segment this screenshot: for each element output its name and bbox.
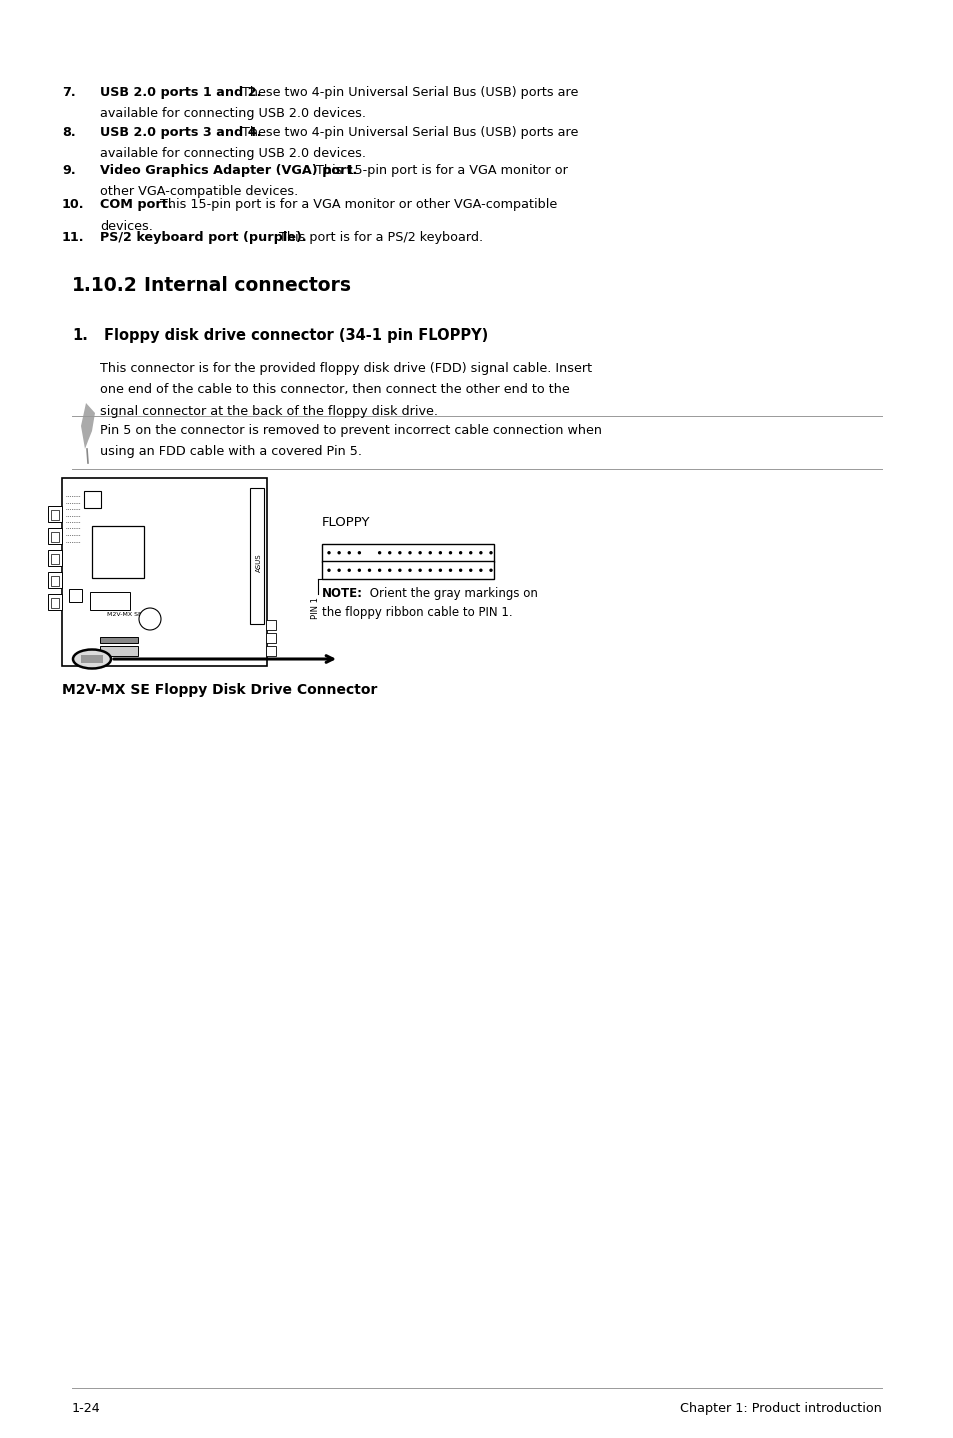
Circle shape — [459, 569, 461, 571]
Circle shape — [328, 552, 330, 554]
Bar — [322, 544, 494, 561]
Bar — [51, 577, 59, 587]
Text: available for connecting USB 2.0 devices.: available for connecting USB 2.0 devices… — [100, 108, 366, 121]
Circle shape — [337, 569, 340, 571]
Bar — [266, 633, 275, 643]
Text: FLOPPY: FLOPPY — [322, 516, 370, 529]
Circle shape — [358, 569, 360, 571]
Circle shape — [388, 552, 391, 554]
Text: Floppy disk drive connector (34-1 pin FLOPPY): Floppy disk drive connector (34-1 pin FL… — [104, 328, 488, 344]
Circle shape — [429, 552, 431, 554]
Circle shape — [358, 552, 360, 554]
Circle shape — [479, 552, 481, 554]
Text: signal connector at the back of the floppy disk drive.: signal connector at the back of the flop… — [100, 406, 437, 418]
Text: M2V-MX SE Floppy Disk Drive Connector: M2V-MX SE Floppy Disk Drive Connector — [62, 683, 377, 697]
Text: other VGA-compatible devices.: other VGA-compatible devices. — [100, 186, 298, 198]
Circle shape — [459, 552, 461, 554]
Bar — [91, 526, 144, 578]
Text: Video Graphics Adapter (VGA) port.: Video Graphics Adapter (VGA) port. — [100, 164, 356, 177]
Circle shape — [429, 569, 431, 571]
Circle shape — [378, 569, 380, 571]
Circle shape — [348, 569, 350, 571]
Circle shape — [439, 569, 441, 571]
Text: COM port.: COM port. — [100, 198, 172, 211]
Polygon shape — [81, 403, 95, 449]
Text: PS/2 keyboard port (purple).: PS/2 keyboard port (purple). — [100, 232, 306, 244]
Circle shape — [139, 608, 161, 630]
Circle shape — [378, 552, 380, 554]
Text: one end of the cable to this connector, then connect the other end to the: one end of the cable to this connector, … — [100, 384, 569, 397]
Bar — [48, 549, 62, 567]
Bar — [266, 620, 275, 630]
Text: This port is for a PS/2 keyboard.: This port is for a PS/2 keyboard. — [274, 232, 482, 244]
Text: M2V-MX SE: M2V-MX SE — [107, 611, 141, 617]
Circle shape — [388, 569, 391, 571]
Text: Orient the gray markings on: Orient the gray markings on — [366, 587, 537, 600]
Text: USB 2.0 ports 1 and 2.: USB 2.0 ports 1 and 2. — [100, 86, 261, 99]
Bar — [100, 646, 138, 656]
Text: using an FDD cable with a covered Pin 5.: using an FDD cable with a covered Pin 5. — [100, 446, 361, 459]
Bar — [48, 506, 62, 522]
Text: These two 4-pin Universal Serial Bus (USB) ports are: These two 4-pin Universal Serial Bus (US… — [237, 127, 578, 139]
Text: USB 2.0 ports 3 and 4.: USB 2.0 ports 3 and 4. — [100, 127, 261, 139]
Circle shape — [398, 569, 400, 571]
Text: 1.: 1. — [71, 328, 88, 344]
Text: Pin 5 on the connector is removed to prevent incorrect cable connection when: Pin 5 on the connector is removed to pre… — [100, 424, 601, 437]
Text: 8.: 8. — [62, 127, 75, 139]
Text: 1-24: 1-24 — [71, 1402, 101, 1415]
Ellipse shape — [73, 650, 111, 669]
Circle shape — [439, 552, 441, 554]
Bar — [62, 477, 267, 666]
Circle shape — [490, 552, 492, 554]
Circle shape — [348, 552, 350, 554]
Circle shape — [368, 569, 370, 571]
Text: devices.: devices. — [100, 220, 152, 233]
Text: ASUS: ASUS — [255, 554, 261, 572]
Bar — [266, 646, 275, 656]
Text: 7.: 7. — [62, 86, 75, 99]
Bar — [51, 532, 59, 542]
Circle shape — [490, 569, 492, 571]
Bar — [48, 528, 62, 544]
Circle shape — [469, 569, 471, 571]
Circle shape — [479, 569, 481, 571]
Text: Chapter 1: Product introduction: Chapter 1: Product introduction — [679, 1402, 882, 1415]
Text: the floppy ribbon cable to PIN 1.: the floppy ribbon cable to PIN 1. — [322, 607, 512, 620]
Bar — [84, 490, 101, 508]
Text: Internal connectors: Internal connectors — [144, 276, 351, 295]
Bar — [51, 554, 59, 564]
Bar — [51, 510, 59, 521]
Circle shape — [328, 569, 330, 571]
Circle shape — [398, 552, 400, 554]
Bar — [100, 637, 138, 643]
Circle shape — [449, 569, 451, 571]
Text: 9.: 9. — [62, 164, 75, 177]
Bar — [48, 572, 62, 588]
Text: This connector is for the provided floppy disk drive (FDD) signal cable. Insert: This connector is for the provided flopp… — [100, 362, 592, 375]
Text: 11.: 11. — [62, 232, 85, 244]
Bar — [250, 487, 264, 624]
Bar — [90, 592, 130, 610]
Bar — [51, 598, 59, 608]
Text: available for connecting USB 2.0 devices.: available for connecting USB 2.0 devices… — [100, 148, 366, 161]
Circle shape — [449, 552, 451, 554]
Circle shape — [337, 552, 340, 554]
Text: These two 4-pin Universal Serial Bus (USB) ports are: These two 4-pin Universal Serial Bus (US… — [237, 86, 578, 99]
Text: This 15-pin port is for a VGA monitor or other VGA-compatible: This 15-pin port is for a VGA monitor or… — [156, 198, 557, 211]
Text: PIN 1: PIN 1 — [312, 597, 320, 618]
Text: 1.10.2: 1.10.2 — [71, 276, 137, 295]
Bar — [69, 590, 82, 603]
Text: 10.: 10. — [62, 198, 85, 211]
Bar — [322, 561, 494, 580]
Bar — [48, 594, 62, 610]
Text: This 15-pin port is for a VGA monitor or: This 15-pin port is for a VGA monitor or — [313, 164, 568, 177]
Text: NOTE:: NOTE: — [322, 587, 363, 600]
Bar — [81, 654, 103, 663]
Circle shape — [418, 569, 420, 571]
Circle shape — [409, 552, 411, 554]
Circle shape — [409, 569, 411, 571]
Circle shape — [469, 552, 471, 554]
Circle shape — [418, 552, 420, 554]
